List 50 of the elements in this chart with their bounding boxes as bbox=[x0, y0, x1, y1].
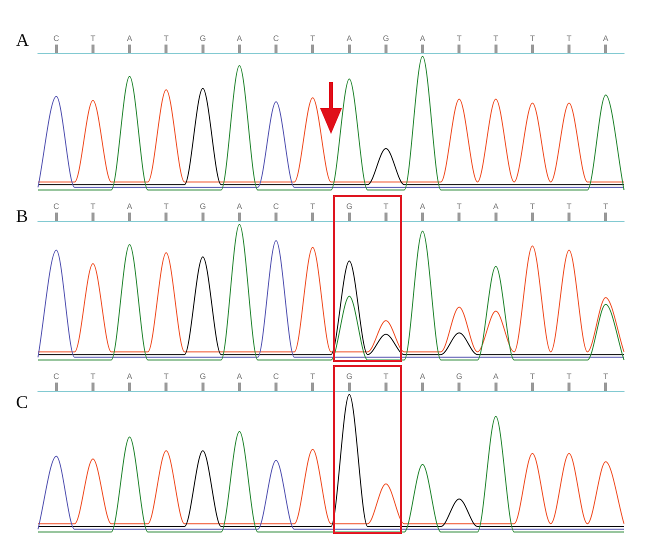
x-tick-label: A bbox=[603, 34, 610, 44]
x-tick-label: C bbox=[273, 202, 280, 212]
x-tick-label: G bbox=[382, 34, 390, 44]
x-tick-label: G bbox=[456, 372, 462, 382]
x-tick-label: T bbox=[530, 34, 535, 44]
x-tick-label: G bbox=[200, 202, 206, 212]
x-tick-label: T bbox=[383, 372, 388, 382]
x-tick-label: A bbox=[236, 202, 243, 212]
x-tick-label: T bbox=[310, 202, 316, 212]
chart-title: B bbox=[16, 206, 28, 227]
x-tick-label: T bbox=[164, 372, 169, 382]
x-tick-label: T bbox=[90, 372, 96, 382]
x-tick-label: A bbox=[236, 372, 243, 382]
x-tick-label: A bbox=[126, 34, 133, 44]
x-tick-label: A bbox=[346, 34, 353, 44]
x-tick-label: C bbox=[53, 202, 60, 212]
x-tick-label: T bbox=[90, 202, 96, 212]
x-tick-label: G bbox=[200, 34, 206, 44]
x-tick-label: A bbox=[420, 372, 426, 382]
x-tick-label: T bbox=[566, 34, 572, 44]
x-tick-label: G bbox=[346, 372, 352, 382]
x-tick-label: A bbox=[126, 202, 133, 212]
x-tick-label: T bbox=[310, 372, 316, 382]
x-tick-label: T bbox=[603, 202, 608, 212]
x-tick-label: A bbox=[420, 202, 426, 212]
x-tick-label: C bbox=[53, 34, 60, 44]
x-tick-label: T bbox=[566, 372, 572, 382]
x-tick-label: T bbox=[603, 372, 608, 382]
x-tick-label: T bbox=[566, 202, 572, 212]
x-tick-label: A bbox=[493, 202, 500, 212]
x-tick-label: A bbox=[236, 34, 243, 44]
x-tick-label: T bbox=[164, 34, 169, 44]
x-tick-label: A bbox=[126, 372, 133, 382]
x-tick-label: A bbox=[420, 34, 426, 44]
x-tick-label: T bbox=[493, 34, 498, 44]
x-tick-label: T bbox=[164, 202, 169, 212]
x-tick-label: A bbox=[493, 372, 500, 382]
chart-title: C bbox=[16, 392, 28, 413]
x-tick-label: T bbox=[456, 34, 462, 44]
x-tick-label: T bbox=[383, 202, 388, 212]
x-tick-label: C bbox=[273, 372, 280, 382]
x-tick-label: T bbox=[456, 202, 462, 212]
x-tick-label: T bbox=[90, 34, 96, 44]
x-tick-label: T bbox=[530, 372, 535, 382]
x-tick-label: T bbox=[310, 34, 316, 44]
x-tick-label: G bbox=[200, 372, 206, 382]
x-tick-label: C bbox=[53, 372, 60, 382]
x-tick-label: T bbox=[530, 202, 535, 212]
x-tick-label: G bbox=[346, 202, 352, 212]
x-tick-label: C bbox=[273, 34, 280, 44]
